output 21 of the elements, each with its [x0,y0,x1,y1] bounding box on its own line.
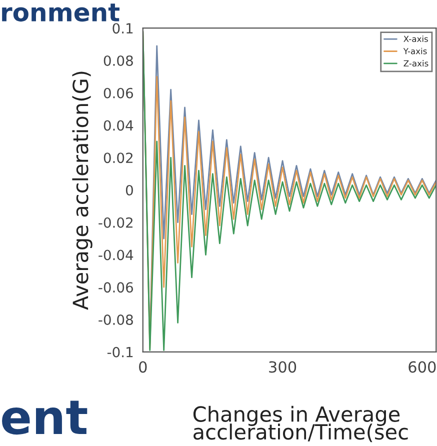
legend-label: X-axis [404,36,428,42]
y-tick-label: -0.1 [107,346,133,358]
y-tick-label: -0.02 [98,217,132,228]
x-tick-label: 0 [139,361,147,373]
y-tick-label: 0.08 [104,55,133,66]
y-tick-label: -0.08 [98,314,133,325]
x-tick-label: 300 [269,361,296,373]
text: ent [2,400,88,435]
y-tick-label: 0.06 [104,88,133,98]
x-axis-title: Changes in Average accleration/Time(sec [193,406,408,442]
y-tick-label: 0.02 [104,152,132,164]
y-tick-label: -0.04 [98,250,134,260]
legend-label: Z-axis [404,60,428,67]
y-tick-label: 0.04 [104,120,134,131]
y-tick-label: -0.06 [98,282,133,293]
x-tick-label: 600 [408,361,436,373]
y-tick-label: 0 [126,184,133,196]
y-tick-label: 0.1 [112,23,133,34]
y-axis-title: Average accleration(G) [72,72,92,310]
legend-label: Y-axis [403,48,427,54]
chart-title: ronment [2,4,120,22]
